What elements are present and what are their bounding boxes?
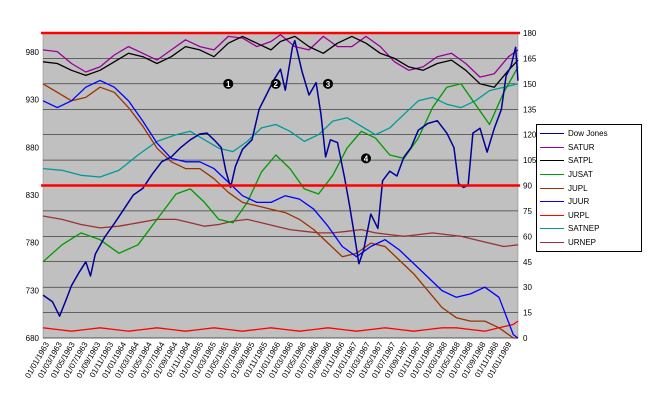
legend-label: JUUR [568,197,590,207]
series-line-urnep [42,215,519,248]
right-tick-label: 135 [523,105,537,114]
annotation-marker [223,78,234,89]
legend-swatch [540,160,564,162]
left-tick-label: 830 [26,191,40,200]
right-tick-label: 75 [523,207,532,216]
left-tick-label: 980 [26,48,40,57]
left-tick-label: 730 [26,286,40,295]
legend-swatch [540,228,564,230]
right-tick-label: 180 [523,29,537,38]
right-tick-label: 120 [523,131,537,140]
right-tick-label: 45 [523,258,532,267]
x-axis: 01/01/196301/03/196301/05/196301/07/1963… [23,340,513,380]
right-tick-label: 165 [523,54,537,63]
legend-label: Dow Jones [568,129,608,139]
legend-item: URNEP [537,236,641,250]
annotation-label: 3 [326,80,331,89]
series-lines [42,34,519,339]
annotation-marker [323,78,333,89]
series-line-satur [42,34,519,78]
reference-lines [41,31,520,187]
right-tick-label: 0 [523,334,528,343]
legend-swatch [540,133,564,135]
right-tick-label: 105 [523,156,537,165]
legend-label: JUSAT [568,170,593,180]
right-tick-label: 150 [523,80,537,89]
series-line-dow-jones [42,39,519,317]
legend-item: SATUR [537,141,641,155]
legend-swatch [540,201,564,203]
left-axis: 680 730 780 830 880 930 980 [26,48,40,343]
series-line-satpl [42,35,519,88]
annotations: 1 2 3 4 [223,78,371,164]
series-line-jusat [42,66,519,263]
legend-label: JUPL [568,183,588,193]
series-line-satnep [42,83,519,178]
legend-label: SATPL [568,156,593,166]
legend-item: SATNEP [537,222,641,236]
legend-swatch [540,146,564,148]
left-tick-label: 680 [26,334,40,343]
left-tick-label: 930 [26,96,40,105]
left-tick-label: 780 [26,239,40,248]
annotation-label: 1 [226,80,231,89]
legend-item: URPL [537,209,641,223]
legend-label: URNEP [568,238,597,248]
series-line-jupl [42,83,518,339]
left-tick-label: 880 [26,143,40,152]
right-tick-label: 15 [523,309,532,318]
annotation-marker [270,78,281,89]
legend-label: SATUR [568,142,595,152]
series-line-urpl [42,320,519,332]
legend-swatch [540,242,564,244]
annotation-label: 2 [274,80,279,89]
annotation-marker [361,153,371,164]
legend-item: Dow Jones [537,127,641,141]
series-line-juur [42,79,519,339]
legend: Dow Jones SATUR SATPL JUSAT JUPL JUUR URPL SATN… [536,124,642,253]
legend-item: SATPL [537,154,641,168]
right-axis: 0 15 30 45 60 75 90 105 120 135 150 165 180 [523,29,537,343]
right-tick-label: 90 [523,182,532,191]
legend-item: JUUR [537,195,641,209]
legend-item: JUSAT [537,168,641,182]
right-tick-label: 60 [523,232,532,241]
legend-item: JUPL [537,181,641,195]
legend-swatch [540,187,564,189]
right-tick-label: 30 [523,283,532,292]
legend-label: SATNEP [568,224,600,234]
legend-swatch [540,214,564,216]
annotation-label: 4 [364,154,369,163]
legend-label: URPL [568,210,590,220]
legend-swatch [540,174,564,176]
